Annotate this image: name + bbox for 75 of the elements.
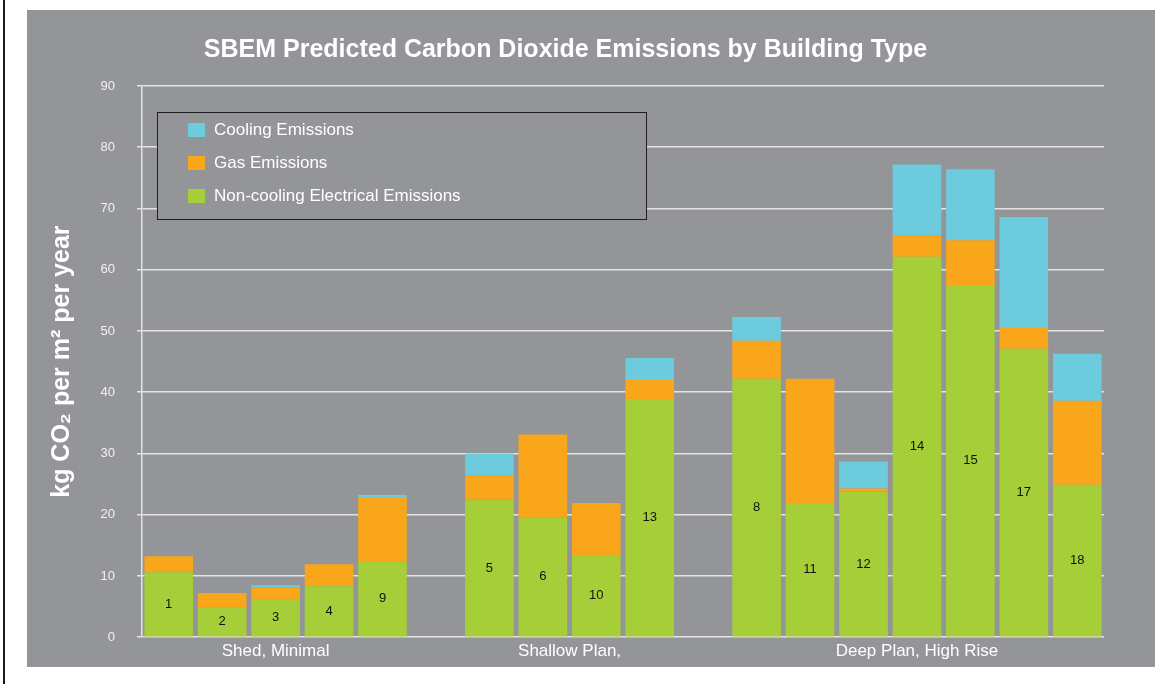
bar — [892, 164, 942, 236]
bar — [251, 587, 300, 600]
bar — [1052, 400, 1102, 485]
x-tick-label: 1 — [165, 595, 173, 611]
bar — [251, 585, 300, 588]
bar — [251, 599, 300, 637]
text: Shallow Plan, — [518, 640, 622, 660]
bar — [358, 495, 407, 498]
bar — [999, 327, 1049, 349]
y-tick-label: 50 — [100, 322, 115, 338]
bar — [465, 453, 514, 476]
bar — [571, 555, 621, 637]
bar — [839, 461, 888, 489]
bar — [785, 378, 835, 504]
bar — [839, 488, 888, 492]
x-tick-label: 17 — [1016, 484, 1032, 500]
bar — [625, 357, 675, 380]
bar — [999, 217, 1049, 328]
x-tick-label: 6 — [539, 568, 547, 584]
bar — [304, 564, 354, 587]
bar — [946, 285, 995, 637]
x-tick-label: 14 — [909, 438, 925, 454]
bar — [625, 379, 675, 399]
bar — [999, 348, 1049, 637]
x-tick-label: 2 — [218, 613, 226, 629]
bar — [732, 378, 781, 637]
bar — [358, 497, 407, 562]
x-tick-label: 8 — [752, 499, 761, 515]
bar — [465, 475, 514, 500]
y-tick-label: 60 — [100, 261, 115, 277]
y-tick-label: 80 — [100, 138, 115, 154]
bar — [144, 556, 194, 573]
y-tick-label: 20 — [100, 506, 115, 522]
y-tick-label: 30 — [100, 445, 115, 461]
text: Deep Plan, High Rise — [835, 640, 999, 660]
bar — [946, 169, 995, 241]
y-axis-title: kg CO₂ per m² per year — [45, 225, 74, 498]
bar — [946, 240, 995, 286]
bar — [839, 491, 888, 637]
legend-label: Gas Emissions — [214, 152, 328, 173]
y-tick-label: 70 — [100, 200, 115, 216]
x-tick-label: 15 — [963, 452, 978, 468]
x-tick-label: 11 — [803, 561, 817, 577]
bar — [465, 499, 514, 637]
bar — [892, 256, 942, 637]
chart-title: SBEM Predicted Carbon Dioxide Emissions by Building Type — [203, 33, 928, 62]
bar — [144, 572, 194, 637]
bar — [518, 434, 568, 518]
y-tick-label: 40 — [100, 383, 115, 399]
bar — [1052, 353, 1102, 401]
x-tick-label: 9 — [378, 590, 387, 606]
x-tick-label: 18 — [1070, 552, 1085, 568]
legend-label: Cooling Emissions — [214, 119, 354, 140]
bar — [1052, 484, 1102, 637]
legend-label: Non-cooling Electrical Emissions — [214, 185, 461, 206]
bar — [732, 340, 781, 379]
y-tick-label: 90 — [100, 77, 115, 93]
bar — [892, 235, 942, 257]
x-tick-label: 10 — [589, 587, 604, 603]
bar — [304, 586, 354, 637]
bar — [732, 316, 781, 341]
bar — [625, 398, 675, 637]
bar — [518, 517, 568, 637]
bar — [785, 503, 835, 637]
x-tick-label: 12 — [856, 555, 871, 571]
text: Shed, Minimal — [221, 640, 330, 660]
bar — [197, 607, 247, 637]
bar — [197, 593, 247, 608]
x-tick-label: 5 — [485, 559, 494, 575]
x-tick-label: 3 — [271, 609, 280, 625]
y-tick-label: 0 — [107, 628, 115, 644]
x-tick-label: 13 — [642, 509, 657, 525]
bar — [358, 561, 407, 637]
bar — [571, 503, 621, 556]
x-tick-label: 4 — [325, 602, 333, 618]
